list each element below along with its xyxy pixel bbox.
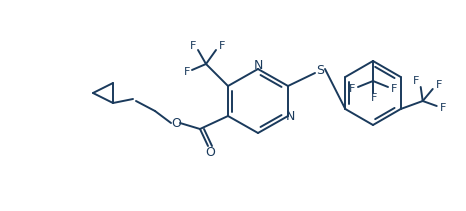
Text: O: O xyxy=(205,146,215,158)
Text: F: F xyxy=(349,84,355,94)
Text: N: N xyxy=(285,110,295,123)
Text: S: S xyxy=(316,64,324,77)
Text: F: F xyxy=(184,67,190,77)
Text: F: F xyxy=(219,41,225,51)
Text: O: O xyxy=(171,116,181,130)
Text: F: F xyxy=(439,103,446,113)
Text: F: F xyxy=(190,41,196,51)
Text: F: F xyxy=(391,84,397,94)
Text: F: F xyxy=(436,80,442,90)
Text: N: N xyxy=(254,58,263,72)
Text: F: F xyxy=(412,76,419,86)
Text: F: F xyxy=(371,93,377,103)
